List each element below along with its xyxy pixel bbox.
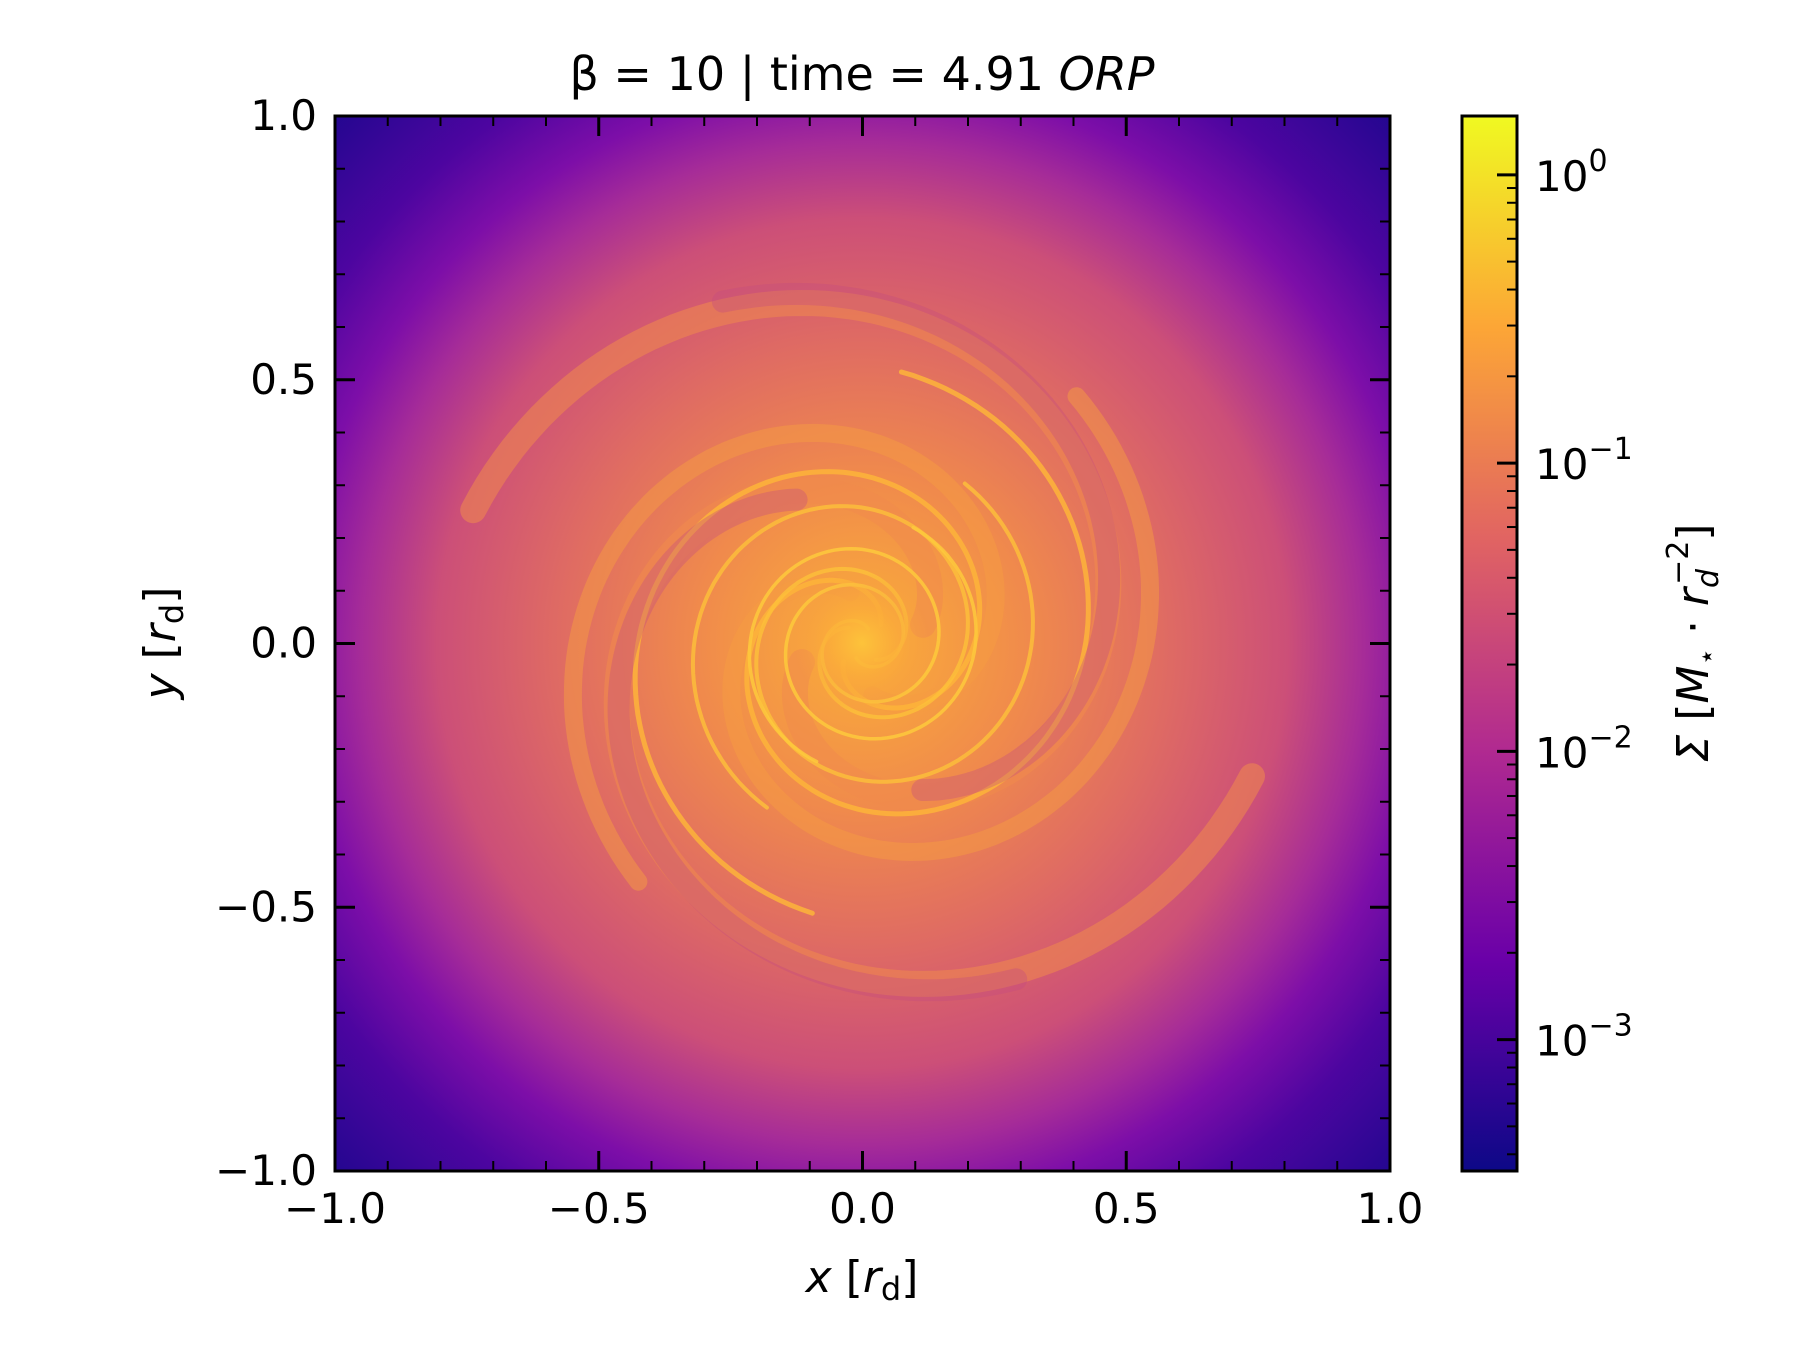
y-tick-label: −0.5 <box>215 882 317 931</box>
heatmap-image <box>335 116 1390 1171</box>
colorbar-tick-label: 10−2 <box>1535 720 1633 777</box>
colorbar-tick-label: 10−1 <box>1535 432 1633 489</box>
y-tick-label: 0.5 <box>250 355 317 404</box>
chart-title: β = 10 | time = 4.91 ORP <box>569 47 1154 102</box>
spiral-arm <box>563 423 1005 891</box>
x-tick-labels: −1.0 −0.5 0.0 0.5 1.0 <box>284 1184 1423 1233</box>
spiral-arm <box>603 477 1265 997</box>
spiral-arm <box>460 289 1122 810</box>
x-tick-label: −1.0 <box>284 1184 386 1233</box>
x-axis-label: x [rd] <box>804 1252 919 1308</box>
y-tick-label: −1.0 <box>215 1146 317 1195</box>
x-tick-label: 0.0 <box>829 1184 896 1233</box>
colorbar-label: Σ [M⋆ · rd−2] <box>1661 524 1726 763</box>
colorbar-ticks <box>1497 173 1517 1156</box>
y-tick-label: 1.0 <box>250 91 317 140</box>
colorbar-tick-label: 100 <box>1535 144 1608 201</box>
x-tick-label: −0.5 <box>548 1184 650 1233</box>
colorbar-tick-label: 10−3 <box>1535 1009 1633 1066</box>
inter-arm-gap <box>607 488 1028 1002</box>
y-tick-label: 0.0 <box>250 619 317 668</box>
y-axis-label: y [rd] <box>135 587 191 702</box>
spiral-arm <box>722 387 1159 862</box>
colorbar <box>1460 114 1519 1173</box>
y-tick-labels: −1.0 −0.5 0.0 0.5 1.0 <box>215 91 317 1195</box>
x-tick-label: 1.0 <box>1357 1184 1424 1233</box>
colorbar-tick-labels: 100 10−1 10−2 10−3 <box>1535 144 1633 1066</box>
inter-arm-gap <box>711 282 1121 801</box>
axis-ticks <box>333 114 1392 1173</box>
x-tick-label: 0.5 <box>1093 1184 1160 1233</box>
